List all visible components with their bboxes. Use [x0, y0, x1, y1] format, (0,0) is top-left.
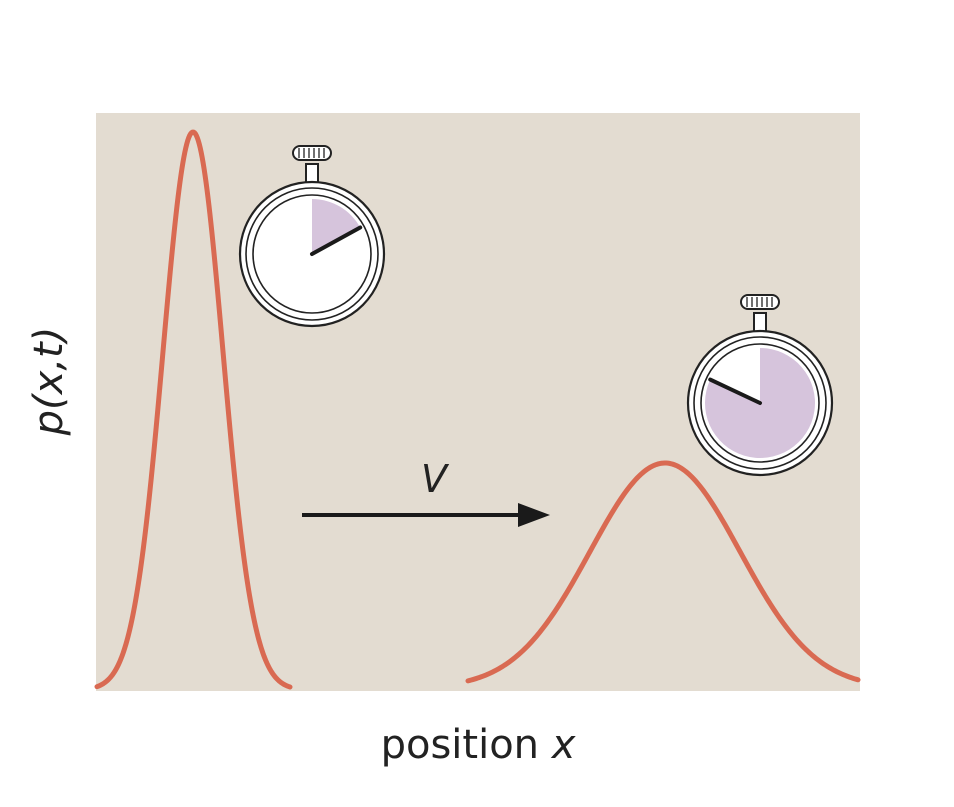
distribution-curve-late — [465, 460, 861, 684]
velocity-arrow — [302, 503, 550, 527]
stopwatch-icon — [238, 145, 386, 328]
velocity-label: V — [421, 457, 450, 501]
elapsed-time-fill — [312, 199, 361, 254]
stopwatch-hand — [708, 377, 762, 405]
stopwatch-icon — [686, 294, 834, 477]
x-axis-variable: x — [550, 722, 576, 768]
x-axis-label: position x — [381, 722, 576, 768]
distribution-curve-early — [94, 129, 293, 690]
x-axis-label-text: position — [381, 722, 539, 768]
y-axis-label: p(x,t) — [26, 327, 72, 437]
stopwatch-hand — [310, 225, 363, 256]
